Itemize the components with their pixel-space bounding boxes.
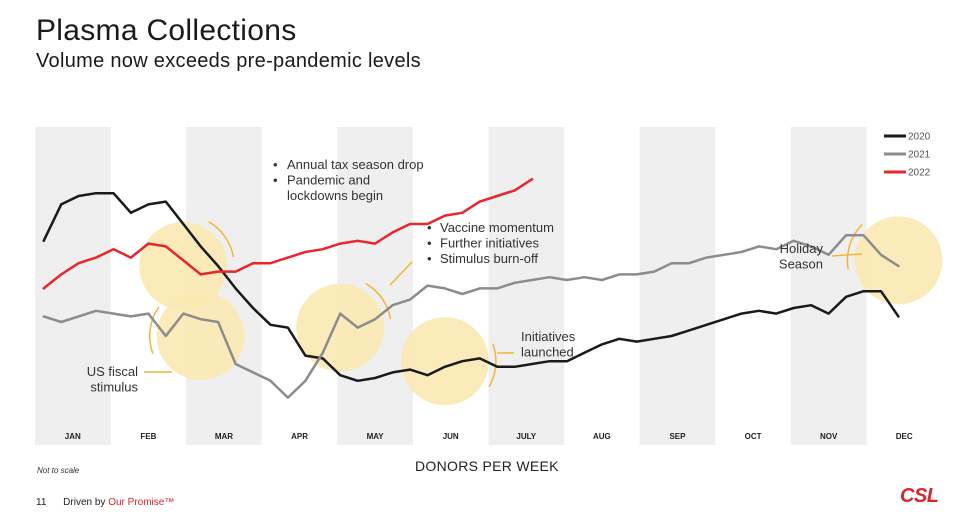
- annotation-vaccine-line-3: Stimulus burn-off: [440, 251, 538, 266]
- annotation-tax-line-2: Pandemic and: [287, 173, 370, 188]
- highlight-circle-fiscal: [156, 292, 245, 380]
- connector-holiday: [831, 253, 863, 257]
- x-tick-sep: SEP: [669, 432, 686, 441]
- annotation-fiscal-line-2: stimulus: [90, 380, 138, 395]
- highlight-circle-holiday: [854, 216, 943, 305]
- x-tick-jan: JAN: [65, 432, 81, 441]
- connector-vaccine: [389, 261, 413, 286]
- annotation-initiatives-line-1: Initiatives: [521, 329, 576, 344]
- annotation-vaccine-line-2: Further initiatives: [440, 236, 539, 251]
- footer: 11 Driven by Our Promise™: [36, 497, 174, 508]
- page-title: Plasma Collections: [36, 14, 297, 47]
- accent-arc-vaccine: [365, 282, 392, 319]
- our-promise-text: Our Promise™: [108, 497, 175, 508]
- annotation-initiatives-line-2: launched: [521, 345, 574, 360]
- month-band-sep: [639, 127, 716, 445]
- annotation-tax-line-3: lockdowns begin: [287, 188, 383, 203]
- driven-by-text: Driven by: [63, 497, 106, 508]
- page-number: 11: [36, 497, 47, 508]
- x-tick-dec: DEC: [896, 432, 913, 441]
- annotation-fiscal-line-1: US fiscal: [87, 364, 138, 379]
- series-line-2021: [42, 233, 900, 399]
- not-to-scale-note: Not to scale: [37, 466, 80, 475]
- x-tick-feb: FEB: [140, 432, 156, 441]
- annotation-bullet: •: [273, 157, 278, 172]
- month-band-nov: [790, 127, 867, 445]
- annotation-bullet: •: [427, 251, 432, 266]
- series-line-2020: [42, 191, 900, 383]
- series-line-2022: [42, 177, 534, 290]
- x-axis-title: DONORS PER WEEK: [415, 458, 559, 474]
- x-tick-may: MAY: [367, 432, 385, 441]
- annotation-bullet: •: [273, 173, 278, 188]
- legend-label-2021: 2021: [908, 150, 931, 161]
- x-tick-nov: NOV: [820, 432, 838, 441]
- legend-label-2022: 2022: [908, 168, 931, 179]
- csl-logo: CSL: [900, 485, 939, 507]
- highlight-circle-initiatives: [400, 317, 489, 406]
- accent-arc-holiday: [846, 223, 863, 270]
- x-tick-aug: AUG: [593, 432, 611, 441]
- accent-arc-fiscal: [148, 306, 160, 354]
- month-band-july: [488, 127, 565, 445]
- x-tick-mar: MAR: [215, 432, 233, 441]
- x-tick-oct: OCT: [745, 432, 762, 441]
- x-tick-apr: APR: [291, 432, 308, 441]
- accent-arc-tax: [208, 221, 235, 258]
- highlight-circle-tax: [139, 222, 228, 310]
- page-subtitle: Volume now exceeds pre-pandemic levels: [36, 50, 421, 72]
- x-tick-july: JULY: [516, 432, 536, 441]
- annotation-bullet: •: [427, 220, 432, 235]
- annotation-vaccine-line-1: Vaccine momentum: [440, 220, 554, 235]
- annotation-holiday-line-2: Season: [779, 257, 823, 272]
- x-tick-jun: JUN: [443, 432, 459, 441]
- highlight-circle-vaccine: [296, 283, 385, 372]
- annotation-bullet: •: [427, 236, 432, 251]
- annotation-holiday-line-1: Holiday: [780, 241, 824, 256]
- annotation-tax-line-1: Annual tax season drop: [287, 157, 424, 172]
- legend-label-2020: 2020: [908, 132, 931, 143]
